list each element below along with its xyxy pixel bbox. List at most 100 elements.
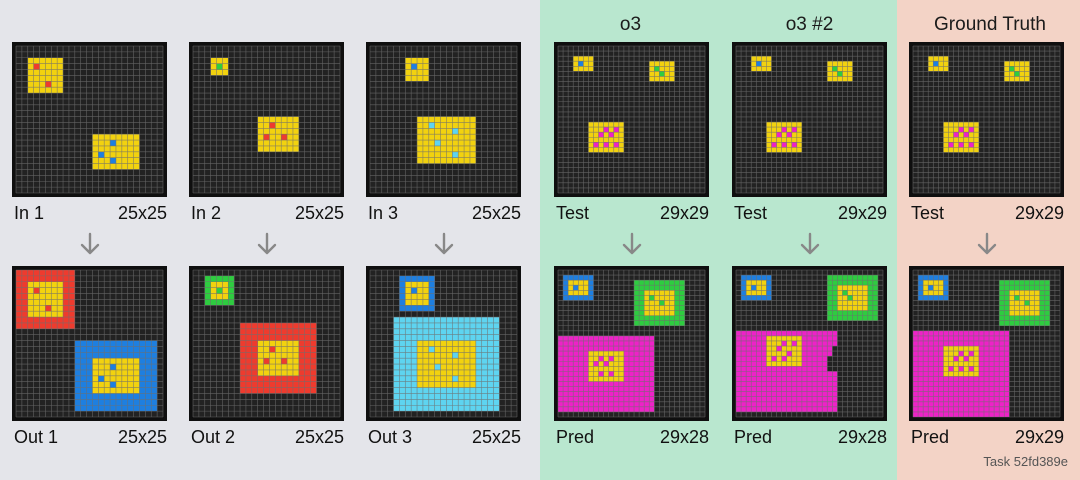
down-arrow-icon <box>80 232 100 255</box>
output-grid-2 <box>189 266 344 421</box>
cell-red <box>263 134 270 141</box>
down-arrow-icon <box>434 232 454 255</box>
cell-green <box>216 287 223 294</box>
o3-test-size: 29x29 <box>659 203 709 223</box>
cell-red <box>269 346 276 353</box>
o3-test-grid <box>554 42 709 197</box>
cell-magenta <box>963 132 969 138</box>
input-grid-2 <box>189 42 344 197</box>
cell-magenta <box>776 346 782 352</box>
input-grid-1 <box>12 42 167 197</box>
cell-magenta <box>771 142 777 148</box>
cell-magenta <box>598 371 604 377</box>
cell-magenta <box>598 132 604 138</box>
cell-magenta <box>593 361 599 367</box>
cell-cyan <box>452 352 459 359</box>
input-size-1: 25x25 <box>117 203 167 223</box>
task-id: Task 52fd389e <box>983 454 1068 469</box>
cell-magenta <box>968 366 974 372</box>
down-arrow-icon <box>257 232 277 255</box>
cell-magenta <box>958 142 964 148</box>
cell-magenta <box>781 340 787 347</box>
cell-magenta <box>786 132 792 138</box>
output-size-3: 25x25 <box>471 427 521 447</box>
cell-green <box>842 290 848 296</box>
o3-pred-label: Pred <box>556 427 595 447</box>
cell-magenta <box>791 340 797 347</box>
cell-green <box>649 295 655 301</box>
cell-magenta <box>776 132 782 138</box>
cell-blue <box>573 285 579 291</box>
cell-magenta <box>781 127 787 133</box>
cell-magenta <box>608 356 614 362</box>
cell-magenta <box>791 142 797 148</box>
o3-title: o3 <box>619 14 642 35</box>
cell-red <box>281 358 288 365</box>
cell-cyan <box>452 375 459 382</box>
output-label-3: Out 3 <box>368 427 413 447</box>
o3-2-pred-label: Pred <box>734 427 773 447</box>
o3-prediction-grid <box>554 266 709 421</box>
cell-magenta <box>968 351 974 357</box>
cell-blue <box>98 151 105 158</box>
cell-green <box>659 71 665 77</box>
cell-magenta <box>593 142 599 148</box>
cell-green <box>1014 71 1020 77</box>
cell-cyan <box>428 122 435 129</box>
cell-green <box>1009 66 1015 72</box>
cell-magenta <box>771 356 777 362</box>
gt-test-size: 29x29 <box>1014 203 1064 223</box>
output-grid-1 <box>12 266 167 421</box>
cell-blue <box>928 285 934 291</box>
cell-magenta <box>786 351 792 357</box>
cell-magenta <box>958 351 964 357</box>
o3-2-test-size: 29x29 <box>837 203 887 223</box>
output-label-1: Out 1 <box>14 427 59 447</box>
cell-magenta <box>608 371 614 377</box>
cell-green <box>659 300 665 306</box>
gt-test-grid <box>909 42 1064 197</box>
cell-cyan <box>452 128 459 135</box>
input-size-2: 25x25 <box>294 203 344 223</box>
cell-blue <box>411 287 418 294</box>
cell-red <box>269 122 276 129</box>
cell-magenta <box>963 356 969 362</box>
cell-green <box>654 66 660 72</box>
input-label-3: In 3 <box>368 203 399 223</box>
cell-magenta <box>948 366 954 372</box>
cell-cyan <box>452 151 459 158</box>
cell-cyan <box>434 140 441 146</box>
input-label-1: In 1 <box>14 203 45 223</box>
o3-2-test-grid <box>732 42 887 197</box>
o3-pred-size: 29x28 <box>659 427 709 447</box>
o3-2-pred-size: 29x28 <box>837 427 887 447</box>
cell-blue <box>110 381 116 388</box>
cell-blue <box>578 61 584 67</box>
gt-pred-label: Pred <box>911 427 950 447</box>
cell-magenta <box>958 127 964 133</box>
cell-blue <box>110 140 116 146</box>
cell-red <box>33 63 40 70</box>
cell-red <box>45 305 52 312</box>
cell-blue <box>756 61 762 67</box>
cell-magenta <box>608 132 614 138</box>
cell-cyan <box>428 346 435 353</box>
down-arrow-icon <box>977 232 997 255</box>
gt-pred-size: 29x29 <box>1014 427 1064 447</box>
cell-magenta <box>791 127 797 133</box>
output-grid-3 <box>366 266 521 421</box>
cell-magenta <box>613 127 619 133</box>
cell-green <box>1024 300 1030 306</box>
cell-green <box>832 66 838 72</box>
down-arrow-icon <box>622 232 642 255</box>
cell-blue <box>411 63 418 70</box>
cell-magenta <box>781 142 787 148</box>
gt-test-label: Test <box>911 203 945 223</box>
input-size-3: 25x25 <box>471 203 521 223</box>
cell-blue <box>933 61 939 67</box>
cell-magenta <box>968 142 974 148</box>
ground-truth-title: Ground Truth <box>934 14 1046 35</box>
output-label-2: Out 2 <box>191 427 236 447</box>
cell-green <box>216 63 223 70</box>
cell-magenta <box>953 356 959 362</box>
